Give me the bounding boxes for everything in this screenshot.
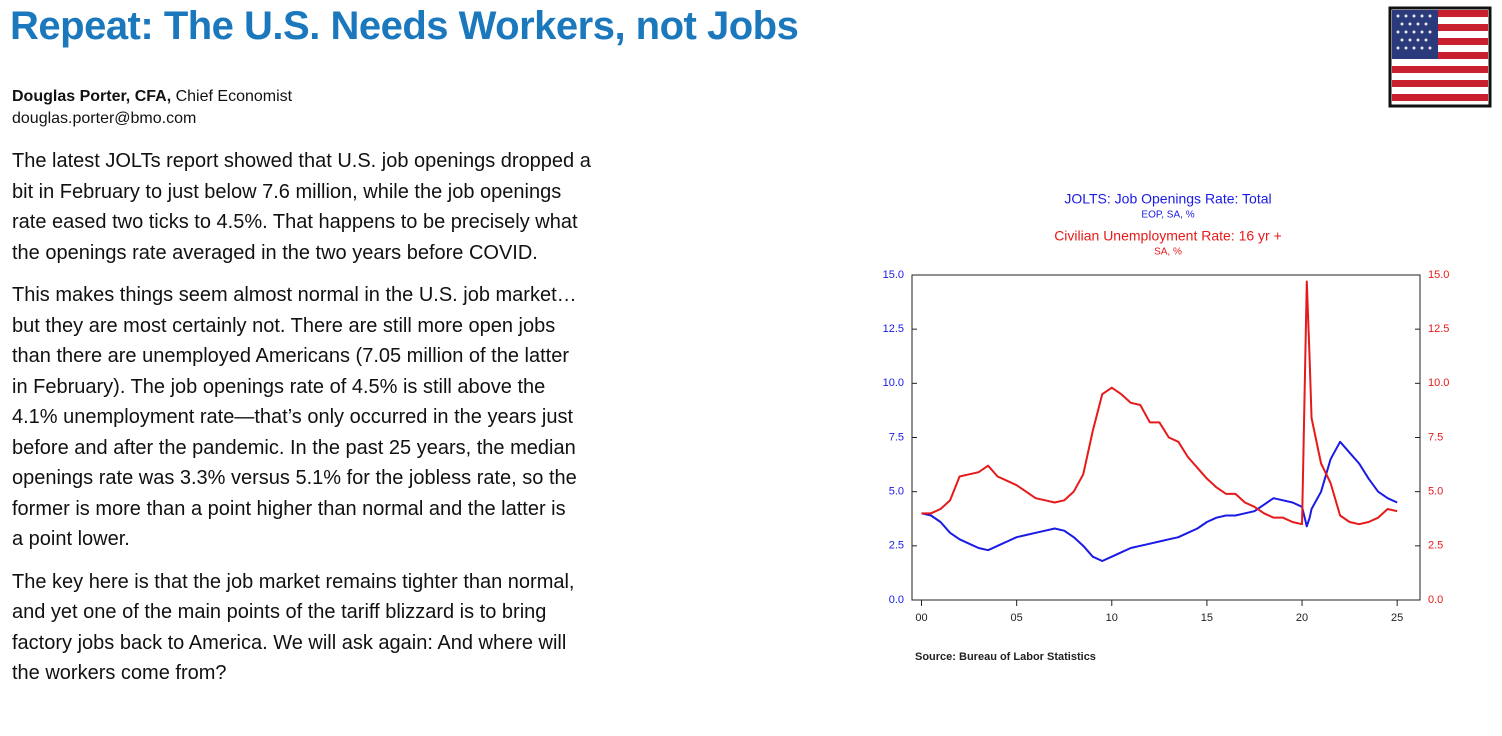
y-tick-label: 0.0	[889, 594, 904, 606]
text-line: than there are unemployed Americans (7.0…	[12, 345, 569, 367]
author-email: douglas.porter@bmo.com	[12, 110, 197, 127]
y-tick-label: 10.0	[883, 377, 904, 389]
text-line: The latest JOLTs report showed that U.S.…	[12, 150, 591, 172]
text-line: the workers come from?	[12, 662, 227, 684]
y2-tick-label: 12.5	[1428, 323, 1449, 335]
text-line: a point lower.	[12, 528, 130, 550]
text-line: and yet one of the main points of the ta…	[12, 601, 547, 623]
text-line: but they are most certainly not. There a…	[12, 314, 556, 337]
y2-tick-label: 0.0	[1428, 594, 1443, 606]
y2-tick-label: 2.5	[1428, 540, 1443, 552]
y-tick-label: 7.5	[889, 431, 904, 443]
flag	[1388, 6, 1492, 108]
y2-tick-label: 5.0	[1428, 486, 1443, 498]
text-line: 4.1% unemployment rate—that’s only occur…	[12, 406, 574, 428]
author: Douglas Porter, CFA,	[12, 88, 172, 105]
series-line	[921, 280, 1398, 526]
y-tick-label: 2.5	[889, 540, 904, 552]
text-line: bit in February to just below 7.6 millio…	[12, 180, 562, 203]
text-line: openings rate was 3.3% versus 5.1% for t…	[12, 467, 577, 489]
paragraph: The key here is that the job market rema…	[12, 567, 732, 689]
series-line	[921, 440, 1398, 562]
page-title: Repeat: The U.S. Needs Workers, not Jobs	[10, 4, 799, 48]
byline: Douglas Porter, CFA, Chief Economist dou…	[12, 86, 292, 130]
plot-frame	[911, 274, 1421, 601]
author-role: Chief Economist	[175, 88, 293, 105]
text-line: factory jobs back to America. We will as…	[12, 631, 567, 654]
text-line: rate eased two ticks to 4.5%. That happe…	[12, 211, 578, 233]
y2-tick-label: 10.0	[1428, 377, 1449, 389]
y-tick-label: 5.0	[889, 486, 904, 498]
x-tick-label: 15	[1201, 612, 1213, 624]
text-line: The key here is that the job market rema…	[12, 570, 575, 593]
text-line: before and after the pandemic. In the pa…	[12, 436, 576, 459]
text-line: in February). The job openings rate of 4…	[12, 375, 546, 398]
text-line: the openings rate averaged in the two ye…	[12, 241, 538, 264]
text-line: former is more than a point higher than …	[12, 497, 566, 520]
paragraph: The latest JOLTs report showed that U.S.…	[12, 146, 732, 268]
x-tick-label: 20	[1296, 612, 1308, 624]
x-tick-label: 05	[1011, 612, 1023, 624]
y2-tick-label: 7.5	[1428, 431, 1443, 443]
series-units: SA, %	[1154, 247, 1182, 258]
series-title: Civilian Unemployment Rate: 16 yr +	[1054, 228, 1282, 244]
y2-tick-label: 15.0	[1428, 269, 1449, 281]
x-tick-label: 10	[1106, 612, 1118, 624]
x-tick-label: 00	[915, 612, 927, 624]
x-tick-label: 25	[1391, 612, 1403, 624]
chart-source: Source: Bureau of Labor Statistics	[915, 651, 1096, 663]
y-tick-label: 12.5	[883, 323, 904, 335]
series-title: JOLTS: Job Openings Rate: Total	[1064, 191, 1271, 207]
text-line: This makes things seem almost normal in …	[12, 284, 577, 306]
y-tick-label: 15.0	[883, 269, 904, 281]
article-body: The latest JOLTs report showed that U.S.…	[12, 146, 732, 701]
series-units: EOP, SA, %	[1141, 210, 1194, 221]
paragraph: This makes things seem almost normal in …	[12, 280, 732, 555]
